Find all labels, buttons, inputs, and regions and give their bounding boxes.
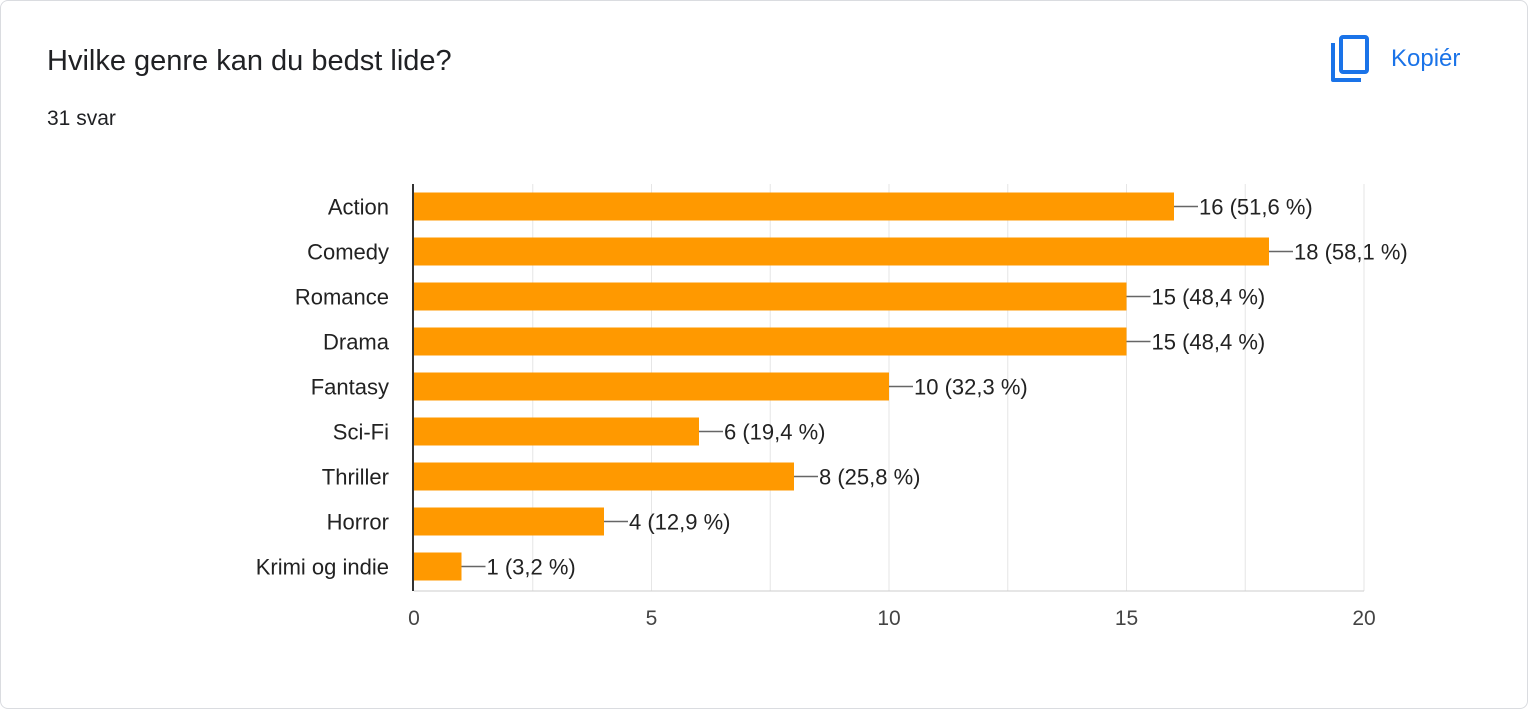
value-label: 16 (51,6 %) <box>1199 195 1313 220</box>
copy-button[interactable]: Kopiér <box>1321 31 1468 87</box>
bar <box>414 327 1127 356</box>
question-title: Hvilke genre kan du bedst lide? <box>47 45 452 77</box>
x-tick-label: 10 <box>877 607 900 630</box>
value-label: 8 (25,8 %) <box>819 465 921 490</box>
value-label: 18 (58,1 %) <box>1294 240 1408 265</box>
category-label: Thriller <box>322 465 389 490</box>
bar <box>414 282 1127 311</box>
bar <box>414 192 1174 221</box>
bar <box>414 507 604 536</box>
bar <box>414 372 889 401</box>
bar <box>414 237 1269 266</box>
category-label: Fantasy <box>311 375 389 400</box>
copy-icon <box>1329 34 1371 84</box>
copy-label: Kopiér <box>1391 45 1461 72</box>
value-label: 1 (3,2 %) <box>487 555 576 580</box>
response-count: 31 svar <box>47 107 116 130</box>
category-label: Action <box>328 195 389 220</box>
x-tick-label: 5 <box>646 607 658 630</box>
category-label: Comedy <box>307 240 389 265</box>
bar <box>414 462 794 491</box>
category-label: Horror <box>327 510 389 535</box>
x-tick-label: 0 <box>408 607 420 630</box>
value-label: 15 (48,4 %) <box>1152 285 1266 310</box>
value-label: 6 (19,4 %) <box>724 420 826 445</box>
value-label: 15 (48,4 %) <box>1152 330 1266 355</box>
value-label: 4 (12,9 %) <box>629 510 731 535</box>
x-tick-label: 20 <box>1352 607 1375 630</box>
x-tick-label: 15 <box>1115 607 1138 630</box>
bar <box>414 417 699 446</box>
bar <box>414 552 462 581</box>
category-label: Krimi og indie <box>256 555 389 580</box>
value-label: 10 (32,3 %) <box>914 375 1028 400</box>
category-label: Sci-Fi <box>333 420 389 445</box>
category-label: Romance <box>295 285 389 310</box>
category-label: Drama <box>323 330 390 355</box>
